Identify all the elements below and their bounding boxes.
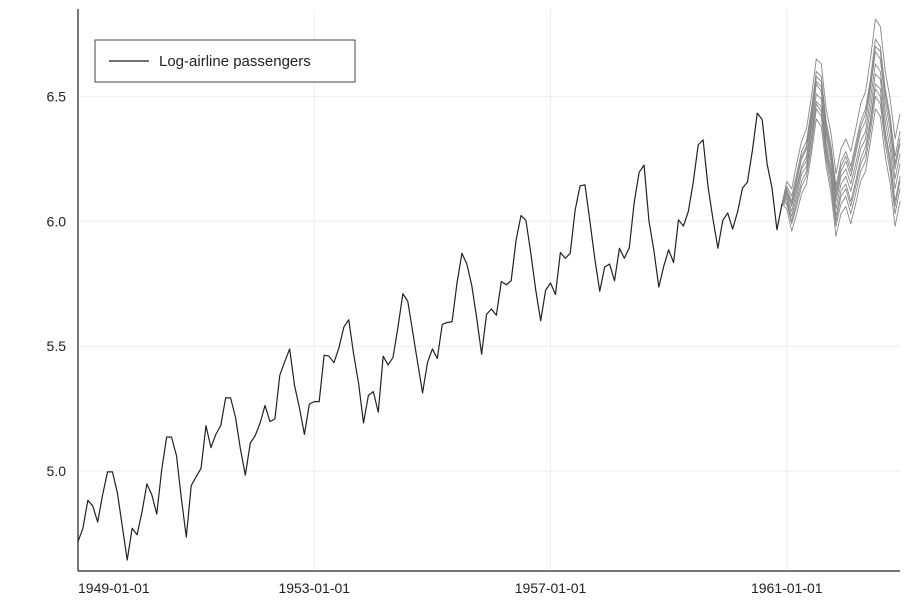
- y-tick-label: 6.5: [47, 88, 67, 104]
- x-tick-label: 1957-01-01: [515, 580, 587, 596]
- line-chart: 1949-01-01 1953-01-01 1957-01-01 1961-01-01…: [0, 0, 909, 608]
- x-tick-label: 1953-01-01: [278, 580, 350, 596]
- y-tick-label: 5.5: [47, 338, 67, 354]
- y-tick-label: 5.0: [47, 463, 67, 479]
- y-tick-label: 6.0: [47, 213, 67, 229]
- x-tick-label: 1949-01-01: [78, 580, 150, 596]
- x-tick-label: 1961-01-01: [751, 580, 823, 596]
- legend-label: Log-airline passengers: [159, 53, 311, 70]
- legend: Log-airline passengers: [95, 40, 355, 82]
- chart-svg: 1949-01-01 1953-01-01 1957-01-01 1961-01-01…: [0, 0, 909, 608]
